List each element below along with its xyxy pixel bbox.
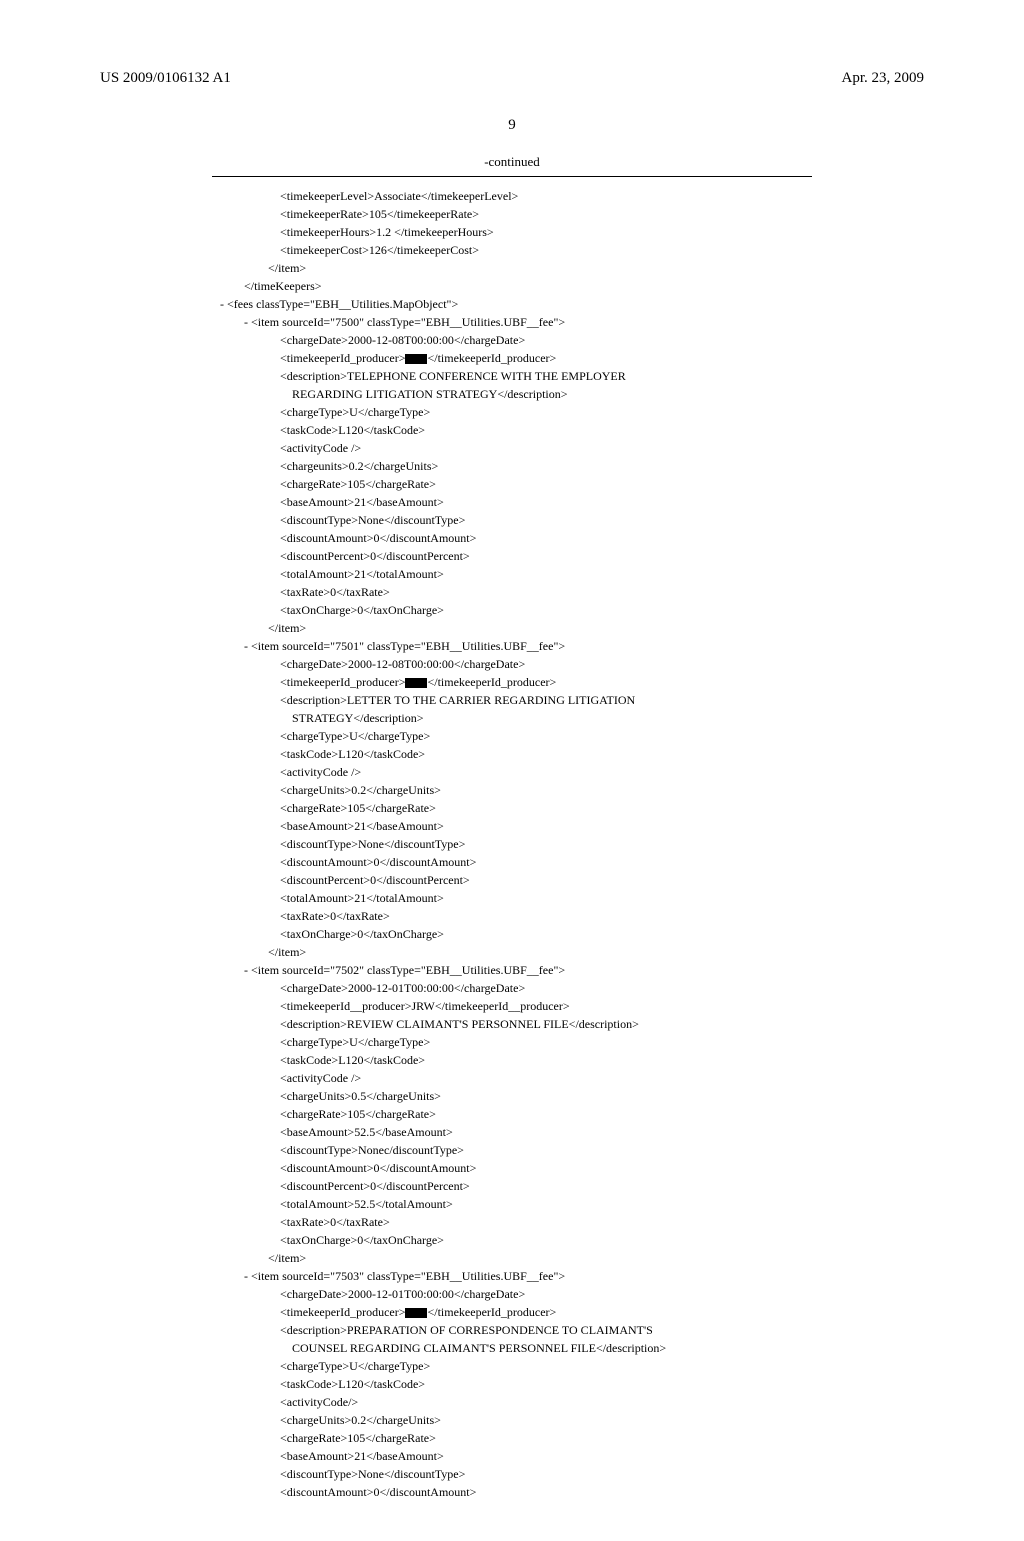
xml-line: <discountAmount>0</discountAmount> <box>220 529 924 547</box>
xml-line: <description>PREPARATION OF CORRESPONDEN… <box>220 1321 924 1339</box>
xml-line: <chargeDate>2000-12-08T00:00:00</chargeD… <box>220 655 924 673</box>
xml-line: <activityCode/> <box>220 1393 924 1411</box>
xml-line: </item> <box>220 619 924 637</box>
xml-line: STRATEGY</description> <box>220 709 924 727</box>
xml-line: <timekeeperRate>105</timekeeperRate> <box>220 205 924 223</box>
xml-line: <chargeRate>105</chargeRate> <box>220 475 924 493</box>
xml-line: <baseAmount>21</baseAmount> <box>220 1447 924 1465</box>
xml-line: </item> <box>220 259 924 277</box>
xml-line: <timekeeperId_producer></timekeeperId_pr… <box>220 349 924 367</box>
xml-line: <timekeeperId__producer>JRW</timekeeperI… <box>220 997 924 1015</box>
xml-line: <chargeType>U</chargeType> <box>220 727 924 745</box>
xml-line: <description>LETTER TO THE CARRIER REGAR… <box>220 691 924 709</box>
patent-id: US 2009/0106132 A1 <box>100 70 231 87</box>
xml-line: <chargeRate>105</chargeRate> <box>220 799 924 817</box>
xml-line: <discountPercent>0</discountPercent> <box>220 1177 924 1195</box>
xml-line: <taxRate>0</taxRate> <box>220 907 924 925</box>
xml-code-block: <timekeeperLevel>Associate</timekeeperLe… <box>220 187 924 1501</box>
xml-line: <taskCode>L120</taskCode> <box>220 745 924 763</box>
xml-line: <discountType>None</discountType> <box>220 835 924 853</box>
xml-line: <activityCode /> <box>220 439 924 457</box>
page-header: US 2009/0106132 A1 Apr. 23, 2009 <box>100 70 924 87</box>
xml-line: <taxOnCharge>0</taxOnCharge> <box>220 925 924 943</box>
xml-line: REGARDING LITIGATION STRATEGY</descripti… <box>220 385 924 403</box>
xml-line: <discountPercent>0</discountPercent> <box>220 871 924 889</box>
xml-line: <totalAmount>21</totalAmount> <box>220 889 924 907</box>
xml-line: </item> <box>220 943 924 961</box>
xml-line: <totalAmount>21</totalAmount> <box>220 565 924 583</box>
xml-line: <timekeeperId_producer></timekeeperId_pr… <box>220 673 924 691</box>
xml-line: <discountAmount>0</discountAmount> <box>220 1483 924 1501</box>
xml-line: <description>TELEPHONE CONFERENCE WITH T… <box>220 367 924 385</box>
xml-line: <chargeDate>2000-12-01T00:00:00</chargeD… <box>220 1285 924 1303</box>
continued-label: -continued <box>100 154 924 170</box>
xml-line: <taskCode>L120</taskCode> <box>220 421 924 439</box>
xml-line: <chargeUnits>0.2</chargeUnits> <box>220 781 924 799</box>
redacted-block <box>405 354 427 364</box>
xml-line: <chargeType>U</chargeType> <box>220 1033 924 1051</box>
xml-line: <activityCode /> <box>220 1069 924 1087</box>
xml-line: <timekeeperId_producer></timekeeperId_pr… <box>220 1303 924 1321</box>
xml-line: <chargeDate>2000-12-01T00:00:00</chargeD… <box>220 979 924 997</box>
xml-line: <taxRate>0</taxRate> <box>220 1213 924 1231</box>
xml-line: <chargeType>U</chargeType> <box>220 1357 924 1375</box>
top-rule <box>212 176 812 177</box>
xml-line: <timekeeperCost>126</timekeeperCost> <box>220 241 924 259</box>
xml-line: <baseAmount>21</baseAmount> <box>220 817 924 835</box>
xml-line: <chargeDate>2000-12-08T00:00:00</chargeD… <box>220 331 924 349</box>
redacted-block <box>405 678 427 688</box>
xml-line: <baseAmount>21</baseAmount> <box>220 493 924 511</box>
xml-line: <discountAmount>0</discountAmount> <box>220 853 924 871</box>
xml-line: - <item sourceId="7502" classType="EBH__… <box>220 961 924 979</box>
patent-page: US 2009/0106132 A1 Apr. 23, 2009 9 -cont… <box>0 0 1024 1541</box>
xml-line: <chargeRate>105</chargeRate> <box>220 1105 924 1123</box>
xml-line: <chargeunits>0.2</chargeUnits> <box>220 457 924 475</box>
xml-line: </item> <box>220 1249 924 1267</box>
xml-line: <taxRate>0</taxRate> <box>220 583 924 601</box>
xml-line: <discountType>None</discountType> <box>220 511 924 529</box>
xml-line: <taskCode>L120</taskCode> <box>220 1051 924 1069</box>
xml-line: </timeKeepers> <box>220 277 924 295</box>
xml-line: <discountType>None</discountType> <box>220 1465 924 1483</box>
xml-line: <activityCode /> <box>220 763 924 781</box>
xml-line: <description>REVIEW CLAIMANT'S PERSONNEL… <box>220 1015 924 1033</box>
xml-line: <timekeeperHours>1.2 </timekeeperHours> <box>220 223 924 241</box>
patent-date: Apr. 23, 2009 <box>842 70 925 87</box>
xml-line: <taxOnCharge>0</taxOnCharge> <box>220 601 924 619</box>
xml-line: <timekeeperLevel>Associate</timekeeperLe… <box>220 187 924 205</box>
xml-line: <chargeType>U</chargeType> <box>220 403 924 421</box>
xml-line: <discountAmount>0</discountAmount> <box>220 1159 924 1177</box>
xml-line: <totalAmount>52.5</totalAmount> <box>220 1195 924 1213</box>
xml-line: <baseAmount>52.5</baseAmount> <box>220 1123 924 1141</box>
xml-line: - <item sourceId="7500" classType="EBH__… <box>220 313 924 331</box>
xml-line: <taskCode>L120</taskCode> <box>220 1375 924 1393</box>
xml-line: <chargeUnits>0.5</chargeUnits> <box>220 1087 924 1105</box>
xml-line: <discountPercent>0</discountPercent> <box>220 547 924 565</box>
xml-line: - <fees classType="EBH__Utilities.MapObj… <box>220 295 924 313</box>
page-number: 9 <box>100 117 924 134</box>
xml-line: - <item sourceId="7501" classType="EBH__… <box>220 637 924 655</box>
xml-line: <taxOnCharge>0</taxOnCharge> <box>220 1231 924 1249</box>
xml-line: <discountType>Nonec/discountType> <box>220 1141 924 1159</box>
redacted-block <box>405 1308 427 1318</box>
xml-line: <chargeRate>105</chargeRate> <box>220 1429 924 1447</box>
xml-line: <chargeUnits>0.2</chargeUnits> <box>220 1411 924 1429</box>
xml-line: - <item sourceId="7503" classType="EBH__… <box>220 1267 924 1285</box>
xml-line: COUNSEL REGARDING CLAIMANT'S PERSONNEL F… <box>220 1339 924 1357</box>
